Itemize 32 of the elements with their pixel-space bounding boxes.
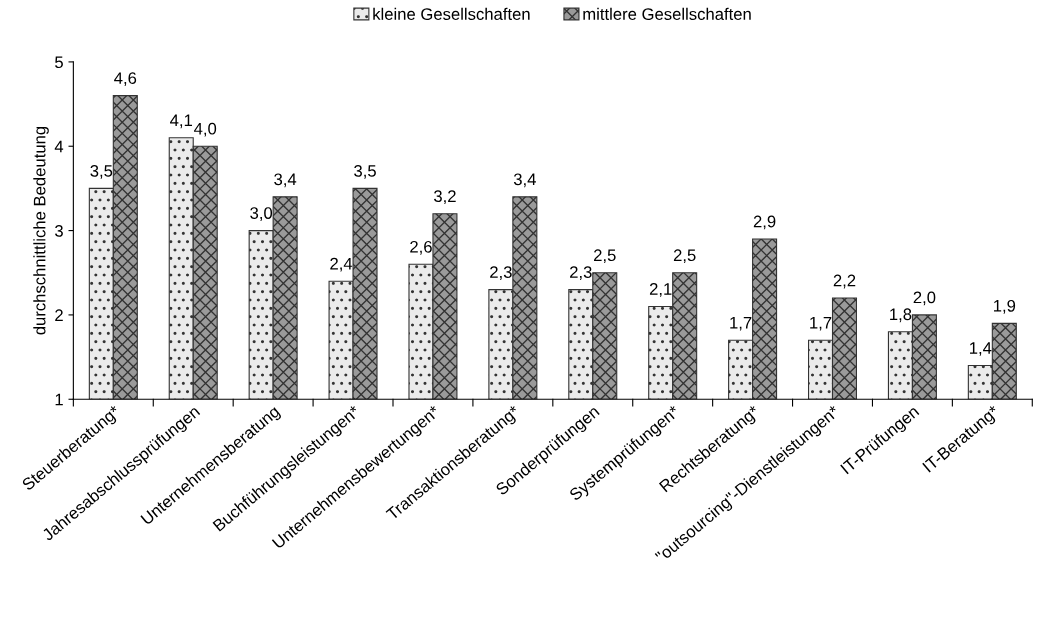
data-label: 2,5	[594, 249, 616, 264]
legend-label: kleine Gesellschaften	[373, 7, 530, 20]
data-label: 3,5	[354, 164, 376, 179]
data-label: 4,1	[170, 114, 193, 129]
y-tick-label: 5	[55, 56, 63, 69]
data-label: 2,3	[570, 266, 592, 280]
data-label: 3,5	[90, 164, 113, 179]
data-label: 2,3	[490, 266, 512, 280]
data-label: 3,2	[433, 190, 456, 205]
data-label: 1,7	[730, 316, 752, 331]
data-label: 3,4	[513, 173, 536, 188]
y-tick-label: 3	[55, 224, 63, 237]
data-label: 1,9	[994, 299, 1016, 314]
data-label: 1,8	[890, 308, 912, 323]
data-label: 3,4	[274, 173, 297, 188]
data-label: 2,5	[673, 249, 696, 264]
data-label: 2,2	[833, 274, 856, 289]
legend-label: mittlere Gesellschaften	[583, 7, 751, 20]
data-label: 2,1	[649, 283, 672, 297]
y-tick-label: 2	[55, 309, 63, 321]
data-label: 2,6	[410, 240, 432, 255]
data-label: 1,7	[810, 316, 832, 331]
data-label: 3,0	[250, 207, 273, 221]
data-label: 2,0	[913, 291, 936, 306]
data-label: 1,4	[970, 342, 992, 356]
data-label: 4,6	[114, 72, 137, 86]
data-label: 2,9	[753, 215, 776, 230]
data-label: 2,4	[330, 257, 353, 272]
data-label: 4,0	[194, 122, 217, 137]
y-tick-label: 1	[55, 393, 63, 406]
y-axis-title: durchschnittliche Bedeutung	[33, 126, 49, 335]
y-tick-label: 4	[54, 140, 64, 153]
